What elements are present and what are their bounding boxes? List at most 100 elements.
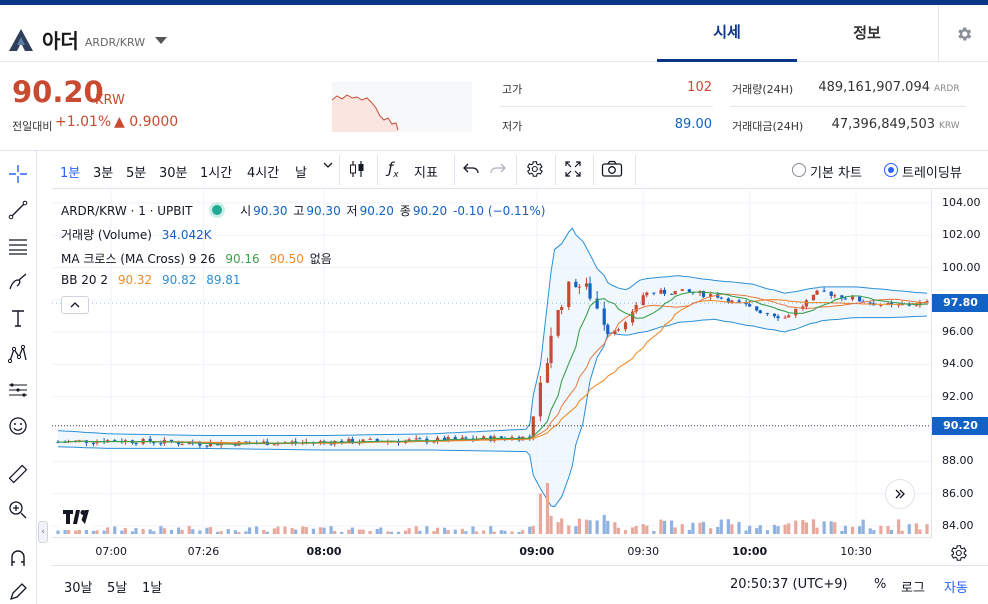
volume-bar xyxy=(662,520,667,534)
volume-bar xyxy=(730,524,734,534)
legend-low: 90.20 xyxy=(359,204,394,218)
legend-bb-basis: 90.32 xyxy=(117,273,153,287)
candle-body xyxy=(148,438,152,442)
time-axis[interactable]: 07:00 07:26 08:00 09:00 09:30 10:00 10:30 xyxy=(52,537,931,565)
volume-bar xyxy=(606,520,610,534)
candle-body xyxy=(414,438,418,440)
volume-bar xyxy=(56,530,60,534)
volume-bar xyxy=(744,530,748,534)
interval-1m[interactable]: 1분 xyxy=(60,166,81,181)
volume-bar xyxy=(868,528,872,534)
legend-ma-row: MA 크로스 (MA Cross) 9 26 90.16 90.50 없음 xyxy=(61,250,334,267)
candle-body xyxy=(758,310,762,314)
log-toggle[interactable]: 로그 xyxy=(901,581,925,596)
range-5d[interactable]: 5날 xyxy=(107,581,128,596)
candle-body xyxy=(645,292,649,296)
undo-button[interactable] xyxy=(462,160,480,182)
coin-pair: ARDR/KRW xyxy=(84,35,146,49)
volume-bar xyxy=(709,528,713,534)
snapshot-button[interactable] xyxy=(601,160,623,182)
horizontal-lines-tool[interactable] xyxy=(5,233,31,259)
volume-bar xyxy=(255,526,259,534)
interval-day[interactable]: 날 xyxy=(295,166,307,181)
volume-bar xyxy=(180,529,184,534)
chart-container: 1분 3분 5분 30분 1시간 4시간 날 ƒx 지표 xyxy=(0,150,988,604)
brush-icon xyxy=(9,273,27,290)
interval-4h[interactable]: 4시간 xyxy=(247,166,280,181)
crosshair-tool[interactable] xyxy=(5,161,31,187)
ma-fast-line xyxy=(57,291,928,445)
camera-icon xyxy=(601,160,623,177)
draw-lock-tool[interactable] xyxy=(5,579,31,604)
emoji-tool[interactable] xyxy=(5,413,31,439)
trendline-tool[interactable] xyxy=(5,197,31,223)
volume-bar xyxy=(914,523,918,534)
auto-scale-toggle[interactable]: 자동 xyxy=(944,581,968,596)
forecast-tool[interactable] xyxy=(5,377,31,403)
volume-bar xyxy=(588,520,592,534)
divider xyxy=(516,155,517,185)
fullscreen-button[interactable] xyxy=(564,160,582,182)
candle-body xyxy=(91,442,96,444)
fx-icon[interactable]: ƒx xyxy=(388,159,399,180)
interval-30m[interactable]: 30분 xyxy=(159,166,188,181)
measure-tool[interactable] xyxy=(5,461,31,487)
indicators-button[interactable]: 지표 xyxy=(414,166,438,181)
basic-chart-label[interactable]: 기본 차트 xyxy=(810,166,862,181)
toolbar-collapse-handle[interactable]: ‹ xyxy=(38,521,48,543)
scroll-to-realtime-button[interactable] xyxy=(885,479,915,509)
tradingview-logo[interactable] xyxy=(59,504,93,530)
volume-bar xyxy=(538,493,542,534)
chart-settings-button[interactable] xyxy=(524,159,544,183)
candlestick-chart[interactable] xyxy=(52,190,931,534)
tradingview-logo-icon xyxy=(63,510,89,524)
high-label: 고가 xyxy=(502,83,523,96)
gear-icon[interactable] xyxy=(948,543,968,563)
text-tool[interactable] xyxy=(5,305,31,331)
coin-selector[interactable]: 아더 ARDR/KRW xyxy=(8,25,168,54)
legend-collapse-button[interactable] xyxy=(61,296,89,314)
zoom-in-icon xyxy=(9,501,27,519)
volume-bar xyxy=(106,527,110,534)
range-1d[interactable]: 1날 xyxy=(142,581,163,596)
interval-3m[interactable]: 3분 xyxy=(93,166,114,181)
volume-bar xyxy=(283,526,287,534)
percent-toggle[interactable]: % xyxy=(874,577,887,592)
volume-bar xyxy=(219,531,223,534)
pattern-tool[interactable] xyxy=(5,341,31,367)
time-tick-label: 10:00 xyxy=(732,545,768,558)
legend-bb-row: BB 20 2 90.32 90.82 89.81 xyxy=(61,273,243,287)
volume-bar xyxy=(407,528,411,534)
candle-body xyxy=(850,296,855,300)
volume-bar xyxy=(425,526,429,534)
interval-5m[interactable]: 5분 xyxy=(126,166,147,181)
tab-price[interactable]: 시세 xyxy=(657,5,797,62)
volume-bar xyxy=(102,530,106,534)
candle-body xyxy=(198,443,202,446)
candle-body xyxy=(680,289,684,291)
brush-tool[interactable] xyxy=(5,269,31,295)
basic-chart-radio[interactable] xyxy=(792,163,806,177)
chevron-down-icon[interactable] xyxy=(155,37,168,44)
divider xyxy=(593,155,594,185)
settings-button[interactable] xyxy=(938,5,988,62)
range-30d[interactable]: 30날 xyxy=(64,581,93,596)
magnet-tool[interactable] xyxy=(5,545,31,571)
candle-body xyxy=(719,297,723,299)
volume-bar xyxy=(492,531,496,534)
redo-button[interactable] xyxy=(489,160,507,182)
crosshair-price-tag: 90.20 xyxy=(932,416,988,435)
tradingview-radio[interactable] xyxy=(884,163,898,177)
tab-info[interactable]: 정보 xyxy=(853,24,881,42)
clock[interactable]: 20:50:37 (UTC+9) xyxy=(730,577,848,592)
volume-bar xyxy=(272,528,276,534)
interval-dropdown[interactable] xyxy=(322,159,334,175)
interval-1h[interactable]: 1시간 xyxy=(200,166,233,181)
price-axis[interactable]: 104.00102.00100.0098.0096.0094.0092.0090… xyxy=(931,190,988,538)
volume-bar xyxy=(159,526,163,534)
tradingview-label[interactable]: 트레이딩뷰 xyxy=(902,166,962,181)
chart-type-button[interactable] xyxy=(348,159,366,183)
zoom-tool[interactable] xyxy=(5,497,31,523)
candle-body xyxy=(549,335,553,364)
candles-icon xyxy=(350,161,364,177)
